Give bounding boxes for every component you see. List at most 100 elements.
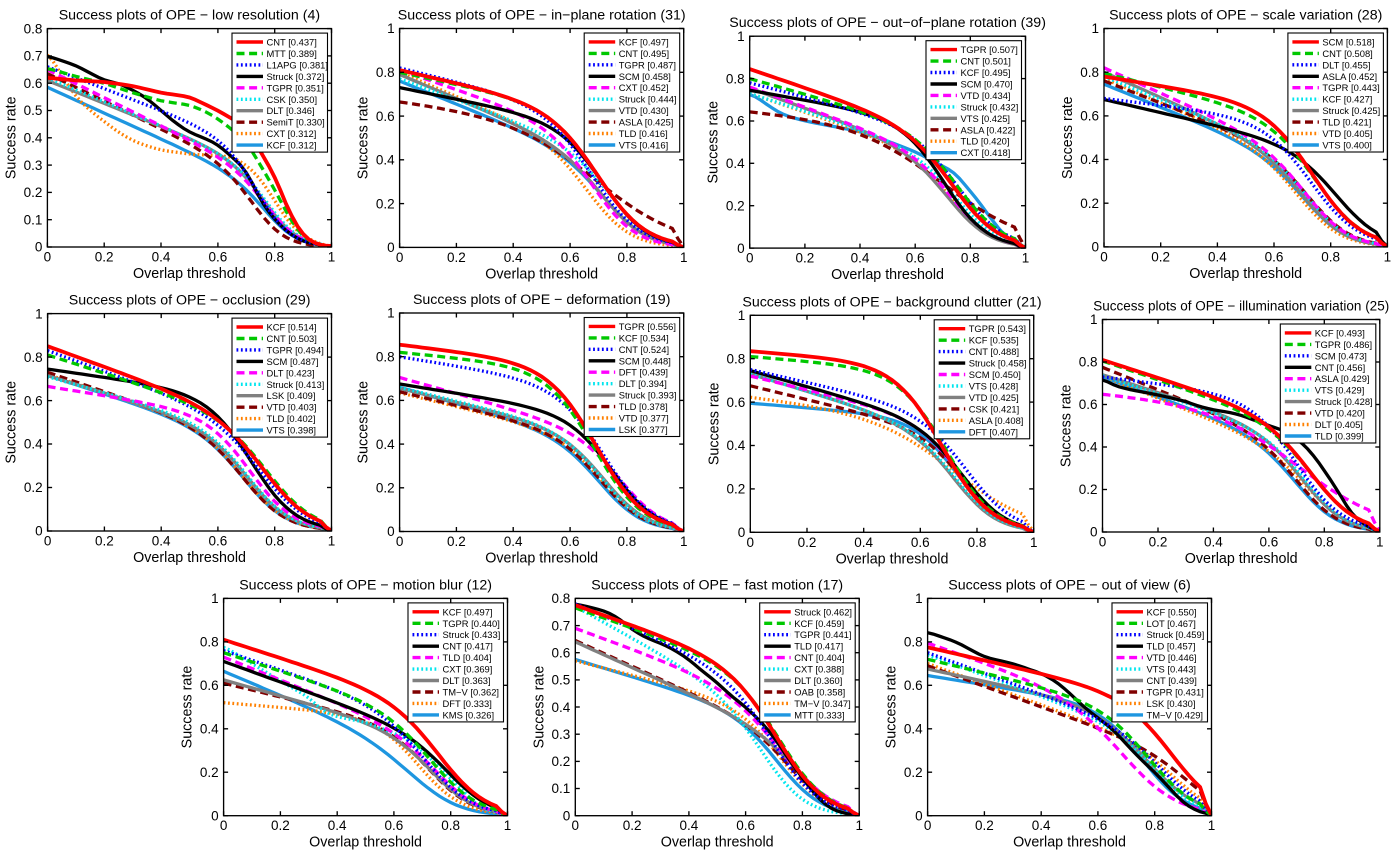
svg-text:TLD [0.378]: TLD [0.378] bbox=[619, 401, 668, 412]
svg-text:TM−V [0.362]: TM−V [0.362] bbox=[443, 687, 500, 698]
svg-text:0: 0 bbox=[396, 534, 404, 549]
svg-text:KCF [0.427]: KCF [0.427] bbox=[1322, 94, 1372, 105]
svg-text:0.6: 0.6 bbox=[904, 678, 923, 693]
svg-text:VTD [0.405]: VTD [0.405] bbox=[1322, 128, 1372, 139]
svg-text:0.8: 0.8 bbox=[968, 535, 987, 550]
svg-text:KCF [0.535]: KCF [0.535] bbox=[969, 335, 1019, 346]
svg-text:Success plots of OPE − out−of−: Success plots of OPE − out−of−plane rota… bbox=[729, 15, 1046, 31]
svg-text:Overlap threshold: Overlap threshold bbox=[836, 551, 949, 567]
svg-text:LSK [0.377]: LSK [0.377] bbox=[619, 424, 668, 435]
svg-text:0.4: 0.4 bbox=[152, 534, 171, 549]
svg-text:0.8: 0.8 bbox=[200, 635, 219, 650]
svg-text:CXT [0.388]: CXT [0.388] bbox=[794, 664, 844, 675]
svg-text:KCF [0.495]: KCF [0.495] bbox=[961, 67, 1011, 78]
svg-text:0: 0 bbox=[563, 808, 571, 823]
svg-text:1: 1 bbox=[387, 21, 395, 36]
svg-text:VTS [0.429]: VTS [0.429] bbox=[1315, 385, 1365, 396]
svg-text:0: 0 bbox=[1091, 240, 1099, 255]
svg-text:0.4: 0.4 bbox=[854, 535, 873, 550]
svg-text:0.8: 0.8 bbox=[727, 351, 746, 366]
svg-text:KCF [0.497]: KCF [0.497] bbox=[443, 606, 493, 617]
svg-text:Success rate: Success rate bbox=[531, 666, 547, 749]
svg-text:DLT [0.346]: DLT [0.346] bbox=[267, 105, 315, 116]
svg-text:0.6: 0.6 bbox=[385, 818, 404, 833]
svg-text:CNT [0.501]: CNT [0.501] bbox=[961, 56, 1011, 67]
svg-text:CNT [0.524]: CNT [0.524] bbox=[619, 344, 669, 355]
svg-text:1: 1 bbox=[211, 591, 219, 606]
svg-text:0.6: 0.6 bbox=[911, 535, 930, 550]
svg-text:0.4: 0.4 bbox=[904, 722, 923, 737]
svg-text:Success plots of OPE − occlusi: Success plots of OPE − occlusion (29) bbox=[69, 293, 311, 309]
svg-text:KCF [0.497]: KCF [0.497] bbox=[619, 36, 669, 47]
svg-text:0.4: 0.4 bbox=[328, 818, 347, 833]
svg-text:0.4: 0.4 bbox=[504, 534, 523, 549]
svg-text:DLT [0.360]: DLT [0.360] bbox=[794, 675, 842, 686]
svg-text:0: 0 bbox=[924, 818, 932, 833]
svg-text:Struck [0.458]: Struck [0.458] bbox=[969, 358, 1027, 369]
svg-text:0.6: 0.6 bbox=[1080, 109, 1099, 124]
svg-text:0.2: 0.2 bbox=[1149, 535, 1168, 550]
svg-text:L1APG [0.381]: L1APG [0.381] bbox=[267, 59, 329, 70]
svg-text:0.4: 0.4 bbox=[152, 250, 171, 265]
svg-text:TGPR [0.440]: TGPR [0.440] bbox=[443, 618, 500, 629]
svg-text:Success rate: Success rate bbox=[4, 381, 20, 464]
svg-text:0.7: 0.7 bbox=[24, 49, 43, 64]
svg-text:TLD [0.404]: TLD [0.404] bbox=[443, 652, 492, 663]
svg-text:SCM [0.518]: SCM [0.518] bbox=[1322, 36, 1374, 47]
svg-text:Struck [0.428]: Struck [0.428] bbox=[1315, 396, 1373, 407]
svg-text:CNT [0.404]: CNT [0.404] bbox=[794, 652, 844, 663]
svg-text:TGPR [0.443]: TGPR [0.443] bbox=[1322, 82, 1379, 93]
svg-text:TGPR [0.351]: TGPR [0.351] bbox=[267, 82, 324, 93]
svg-text:Struck [0.433]: Struck [0.433] bbox=[443, 629, 501, 640]
svg-text:0.4: 0.4 bbox=[376, 437, 395, 452]
svg-text:0.6: 0.6 bbox=[209, 250, 228, 265]
svg-text:Overlap threshold: Overlap threshold bbox=[485, 551, 598, 567]
svg-text:LOT [0.467]: LOT [0.467] bbox=[1147, 618, 1196, 629]
svg-text:CNT [0.503]: CNT [0.503] bbox=[267, 333, 317, 344]
svg-text:1: 1 bbox=[1022, 251, 1030, 266]
svg-text:CNT [0.508]: CNT [0.508] bbox=[1322, 48, 1372, 59]
svg-text:0: 0 bbox=[211, 808, 219, 823]
svg-text:CNT [0.488]: CNT [0.488] bbox=[969, 346, 1019, 357]
svg-text:VTS [0.400]: VTS [0.400] bbox=[1322, 140, 1372, 151]
svg-text:SCM [0.450]: SCM [0.450] bbox=[969, 369, 1021, 380]
svg-text:Overlap threshold: Overlap threshold bbox=[309, 835, 422, 851]
svg-text:0.4: 0.4 bbox=[726, 156, 745, 171]
svg-text:0: 0 bbox=[738, 525, 746, 540]
svg-text:SCM [0.487]: SCM [0.487] bbox=[267, 356, 319, 367]
svg-text:Struck [0.432]: Struck [0.432] bbox=[961, 101, 1019, 112]
svg-text:VTD [0.377]: VTD [0.377] bbox=[619, 413, 669, 424]
svg-text:Success rate: Success rate bbox=[706, 101, 722, 184]
svg-text:0.4: 0.4 bbox=[504, 250, 523, 265]
svg-text:0.6: 0.6 bbox=[24, 393, 43, 408]
svg-text:LSK [0.430]: LSK [0.430] bbox=[1147, 698, 1196, 709]
svg-text:0.3: 0.3 bbox=[552, 727, 571, 742]
svg-text:0.8: 0.8 bbox=[1080, 65, 1099, 80]
svg-text:1: 1 bbox=[738, 308, 746, 323]
svg-text:0.8: 0.8 bbox=[1321, 249, 1340, 264]
svg-text:Success rate: Success rate bbox=[1059, 384, 1075, 467]
svg-text:Success plots of OPE − low res: Success plots of OPE − low resolution (4… bbox=[59, 8, 320, 24]
svg-text:KCF [0.493]: KCF [0.493] bbox=[1315, 327, 1365, 338]
svg-text:Overlap threshold: Overlap threshold bbox=[1013, 835, 1126, 851]
svg-text:0.2: 0.2 bbox=[1079, 482, 1098, 497]
svg-text:0.2: 0.2 bbox=[1151, 249, 1170, 264]
svg-text:SCM [0.470]: SCM [0.470] bbox=[961, 79, 1013, 90]
svg-text:ASLA [0.425]: ASLA [0.425] bbox=[619, 117, 674, 128]
svg-text:0: 0 bbox=[1090, 525, 1098, 540]
svg-text:0.6: 0.6 bbox=[552, 645, 571, 660]
svg-text:0.5: 0.5 bbox=[24, 103, 43, 118]
svg-text:0.6: 0.6 bbox=[200, 678, 219, 693]
svg-text:0.4: 0.4 bbox=[1208, 249, 1227, 264]
svg-text:0.8: 0.8 bbox=[1145, 818, 1164, 833]
svg-text:KCF [0.514]: KCF [0.514] bbox=[267, 322, 317, 333]
svg-text:0.8: 0.8 bbox=[24, 21, 43, 36]
svg-text:Overlap threshold: Overlap threshold bbox=[1189, 266, 1302, 282]
svg-text:1: 1 bbox=[328, 534, 336, 549]
svg-text:ASLA [0.408]: ASLA [0.408] bbox=[969, 415, 1024, 426]
svg-text:0.6: 0.6 bbox=[376, 109, 395, 124]
svg-text:0.1: 0.1 bbox=[24, 212, 43, 227]
svg-text:0: 0 bbox=[915, 808, 923, 823]
svg-text:0.2: 0.2 bbox=[552, 754, 571, 769]
svg-text:0.6: 0.6 bbox=[726, 114, 745, 129]
